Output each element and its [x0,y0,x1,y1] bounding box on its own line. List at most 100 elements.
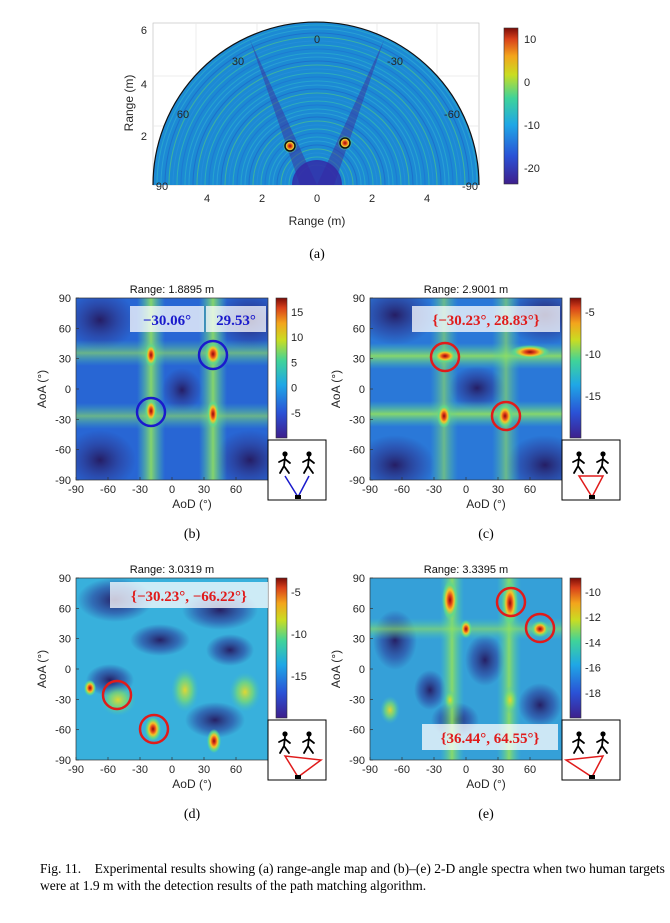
y-tick: -30 [349,694,365,706]
detection-circle [135,396,167,428]
colorbar-tick: -15 [585,391,601,403]
x-tick: 30 [198,484,210,496]
y-tick: -60 [55,445,71,457]
walker-icon [278,451,291,474]
detection-circle [197,339,229,371]
x-tick: -60 [100,484,116,496]
x-tick: 60 [230,484,242,496]
colorbar-tick: -15 [291,671,307,683]
y-tick: 6 [141,25,147,37]
y-tick: -30 [349,414,365,426]
x-tick: 60 [230,764,242,776]
y-tick: -60 [55,725,71,737]
x-axis-label: AoD (°) [466,777,505,791]
walker-icon [302,451,315,474]
colorbar-tick: 10 [524,34,536,46]
y-tick: -60 [349,445,365,457]
x-tick: 2 [369,193,375,205]
colorbar-tick: 0 [524,77,530,89]
x-tick: -30 [426,484,442,496]
y-tick: 0 [65,384,71,396]
x-tick: 60 [524,484,536,496]
colorbar-tick: 5 [291,357,297,369]
panel-c: Range: 2.9001 m {−30.23°, 28.83°} [369,284,563,481]
angle-label-neg60: -60 [444,109,460,121]
x-tick: 4 [424,193,430,205]
angle-label-60: 60 [177,109,189,121]
y-tick: 2 [141,131,147,143]
x-tick: 4 [204,193,210,205]
x-tick: -90 [68,484,84,496]
y-tick: 60 [59,323,71,335]
annotation-text-b2: 29.53° [216,313,256,329]
angle-label-30: 30 [232,56,244,68]
x-tick: 0 [463,764,469,776]
y-axis-label: AoA (°) [35,370,49,408]
colorbar-tick: -10 [585,349,601,361]
colorbar-tick: -5 [291,587,301,599]
y-tick: -60 [349,725,365,737]
detection-circle [490,400,522,432]
y-axis-label: AoA (°) [329,650,343,688]
subfigure-label: (b) [184,527,201,542]
angle-spectrum-c [370,298,562,480]
colorbar [275,577,288,719]
y-tick: -30 [55,694,71,706]
colorbar [275,297,288,439]
x-tick: -60 [394,764,410,776]
scenario-inset [267,719,327,781]
x-tick: 30 [492,484,504,496]
subfigure-label: (c) [478,527,494,542]
panel-axes-0: -90 -60 -30 0 30 60 90 60 30 0 -30 -60 -90 AoD (°) AoA… [35,293,327,542]
colorbar-tick: -10 [524,120,540,132]
scenario-inset [561,719,621,781]
y-tick: 90 [353,293,365,305]
colorbar [569,577,582,719]
panel-axes-3: -90 -60 -30 0 30 60 90 60 30 0 -30 -60 -90 AoD (°) AoA… [329,573,621,822]
y-tick: -90 [349,755,365,767]
x-axis-label: AoD (°) [466,497,505,511]
annotation-text-e: {36.44°, 64.55°} [441,731,540,747]
detection-circle [495,586,527,618]
colorbar-tick: 10 [291,332,303,344]
detection-circle [524,612,556,644]
x-axis-label: AoD (°) [172,497,211,511]
annotation-text-b1: −30.06° [143,313,191,329]
y-tick: 30 [59,354,71,366]
panel-axes-1: -90 -60 -30 0 30 60 90 60 30 0 -30 -60 -90 AoD (°) AoA… [329,293,621,542]
y-tick: 30 [353,634,365,646]
x-tick: -60 [100,764,116,776]
subfigure-label: (d) [184,807,201,822]
x-tick: 30 [492,764,504,776]
x-tick: -90 [362,764,378,776]
panel-title-e: Range: 3.3395 m [424,564,508,576]
y-tick: -90 [349,475,365,487]
panel-b: Range: 1.8895 m −30.06° 29.53° [75,284,269,481]
y-tick: -90 [55,475,71,487]
annotation-box-b1 [130,306,204,332]
x-tick: 2 [259,193,265,205]
walker-icon [596,731,609,754]
angle-label-0: 0 [314,34,320,46]
panel-title-c: Range: 2.9001 m [424,284,508,296]
x-tick: 60 [524,764,536,776]
colorbar-tick: -12 [585,612,601,624]
x-tick: -90 [68,764,84,776]
panel-axes-2: -90 -60 -30 0 30 60 90 60 30 0 -30 -60 -90 AoD (°) AoA… [35,573,327,822]
detection-circle [138,713,170,745]
x-tick: 0 [314,193,320,205]
y-tick: 0 [359,664,365,676]
angle-label-neg30: -30 [387,56,403,68]
subfigure-label: (e) [478,807,494,822]
colorbar-tick: -5 [291,408,301,420]
y-tick: 90 [353,573,365,585]
y-tick: 4 [141,79,147,91]
y-tick: 30 [59,634,71,646]
walker-icon [278,731,291,754]
panel-title-d: Range: 3.0319 m [130,564,214,576]
y-tick: 0 [359,384,365,396]
x-tick: 0 [463,484,469,496]
y-axis-label: AoA (°) [329,370,343,408]
y-tick: 90 [59,573,71,585]
detection-circle [101,679,133,711]
